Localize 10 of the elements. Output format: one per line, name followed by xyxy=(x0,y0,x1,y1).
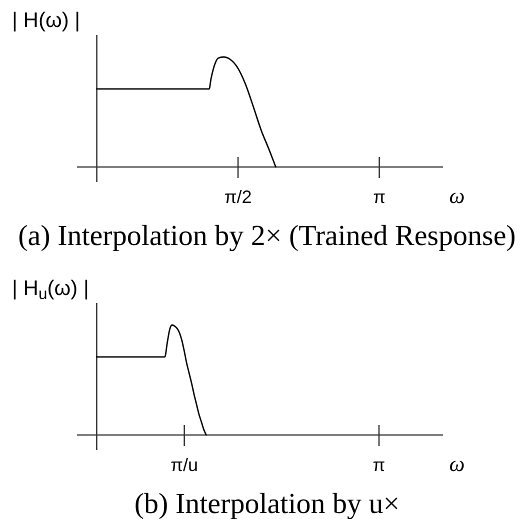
y-axis-title: | H$_{u}$(ω) | xyxy=(12,277,89,303)
x-axis-title: ω xyxy=(449,183,465,208)
x-tick-label: π xyxy=(372,455,386,475)
x-tick-label: π/2 xyxy=(224,187,252,207)
y-axis-title: | H(ω) | xyxy=(12,9,80,32)
x-axis-title: ω xyxy=(449,451,465,476)
x-tick-label: π xyxy=(373,187,386,207)
text: (b) Interpolation by u× xyxy=(134,488,400,519)
text: (a) Interpolation by 2× (Trained Response) xyxy=(18,220,516,252)
x-tick-label: π/u xyxy=(170,455,198,475)
